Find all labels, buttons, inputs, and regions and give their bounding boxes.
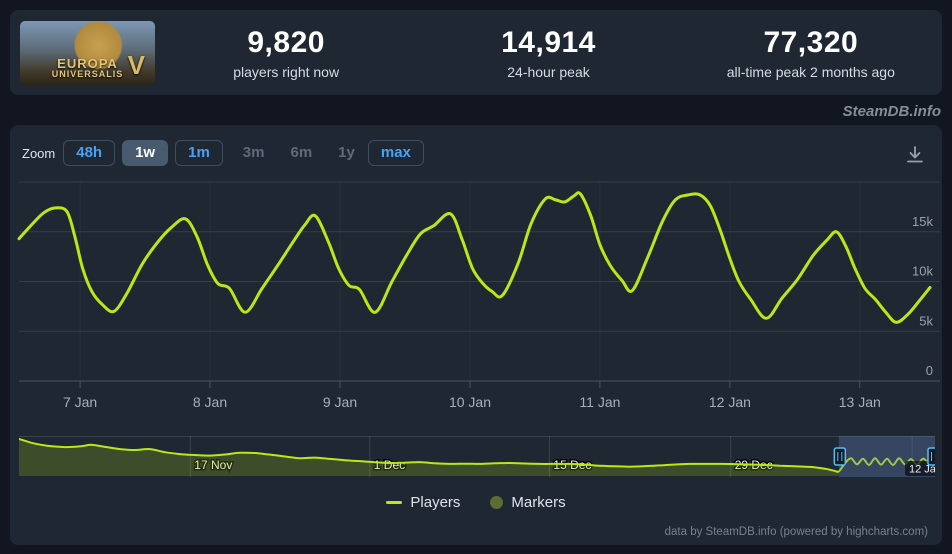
game-capsule-image[interactable]: EUROPA UNIVERSALIS V bbox=[20, 20, 155, 85]
players-line-chart[interactable]: 0 5k 10k 15k 7 Jan 8 Jan 9 Jan 10 Jan 11 Jan 12 J… bbox=[10, 125, 942, 545]
chart-legend: Players Markers bbox=[10, 494, 942, 511]
svg-text:7 Jan: 7 Jan bbox=[63, 394, 97, 410]
stat-alltime-peak: 77,320 all-time peak 2 months ago bbox=[680, 26, 942, 80]
stat-current-players: 9,820 players right now bbox=[155, 26, 417, 80]
header-panel: EUROPA UNIVERSALIS V 9,820 players right… bbox=[10, 10, 942, 95]
legend-players-label: Players bbox=[410, 494, 461, 511]
current-players-label: players right now bbox=[233, 63, 340, 80]
game-title-line1: EUROPA bbox=[57, 55, 118, 71]
zoom-button-3m: 3m bbox=[242, 144, 265, 161]
svg-text:15k: 15k bbox=[912, 214, 933, 229]
24h-peak-label: 24-hour peak bbox=[507, 63, 590, 80]
zoom-button-1m[interactable]: 1m bbox=[175, 140, 223, 166]
legend-item-players[interactable]: Players bbox=[386, 494, 460, 511]
legend-markers-label: Markers bbox=[511, 494, 566, 511]
zoom-button-max[interactable]: max bbox=[367, 140, 424, 166]
navigator-handle bbox=[927, 447, 935, 466]
game-title-art: EUROPA UNIVERSALIS bbox=[20, 57, 155, 79]
steamdb-watermark: SteamDB.info bbox=[842, 103, 941, 120]
svg-text:1 Dec: 1 Dec bbox=[374, 458, 405, 472]
game-title-line2: UNIVERSALIS bbox=[51, 68, 124, 79]
zoom-button-1w[interactable]: 1w bbox=[122, 140, 169, 166]
svg-text:15 Dec: 15 Dec bbox=[553, 458, 591, 472]
legend-item-markers[interactable]: Markers bbox=[490, 494, 566, 511]
current-players-value: 9,820 bbox=[247, 25, 325, 59]
svg-text:9 Jan: 9 Jan bbox=[323, 394, 357, 410]
markers-circle-swatch-icon bbox=[490, 496, 504, 509]
svg-text:11 Jan: 11 Jan bbox=[579, 394, 620, 410]
credits-text: data by SteamDB.info (powered by highcha… bbox=[664, 526, 928, 538]
stat-24h-peak: 14,914 24-hour peak bbox=[417, 26, 679, 80]
svg-text:12 Jan: 12 Jan bbox=[909, 464, 935, 476]
alltime-peak-label: all-time peak 2 months ago bbox=[726, 63, 895, 80]
zoom-button-48h[interactable]: 48h bbox=[63, 140, 116, 166]
players-line-swatch-icon bbox=[386, 501, 403, 504]
alltime-peak-value: 77,320 bbox=[763, 25, 859, 59]
stats-row: 9,820 players right now 14,914 24-hour p… bbox=[155, 26, 942, 80]
svg-text:12 Jan: 12 Jan bbox=[709, 394, 751, 410]
download-icon[interactable] bbox=[904, 144, 926, 166]
zoom-toolbar: Zoom 48h 1w 1m 3m 6m 1y max bbox=[22, 140, 431, 166]
svg-text:8 Jan: 8 Jan bbox=[193, 394, 227, 410]
svg-text:10k: 10k bbox=[912, 264, 933, 279]
zoom-button-6m: 6m bbox=[290, 144, 313, 161]
svg-text:10 Jan: 10 Jan bbox=[449, 394, 491, 410]
svg-text:13 Jan: 13 Jan bbox=[839, 394, 881, 410]
svg-text:5k: 5k bbox=[919, 313, 933, 328]
game-title-numeral: V bbox=[127, 49, 145, 80]
svg-text:17 Nov: 17 Nov bbox=[194, 458, 232, 472]
chart-panel: Zoom 48h 1w 1m 3m 6m 1y max 0 5k 10k 15k 7 J… bbox=[10, 125, 942, 545]
24h-peak-value: 14,914 bbox=[501, 25, 596, 59]
navigator-handle bbox=[833, 447, 847, 466]
zoom-button-1y: 1y bbox=[338, 144, 355, 161]
svg-text:0: 0 bbox=[926, 363, 933, 378]
zoom-label: Zoom bbox=[22, 145, 56, 161]
range-navigator[interactable]: 17 Nov1 Dec15 Dec29 Dec12 Jan bbox=[19, 436, 935, 477]
